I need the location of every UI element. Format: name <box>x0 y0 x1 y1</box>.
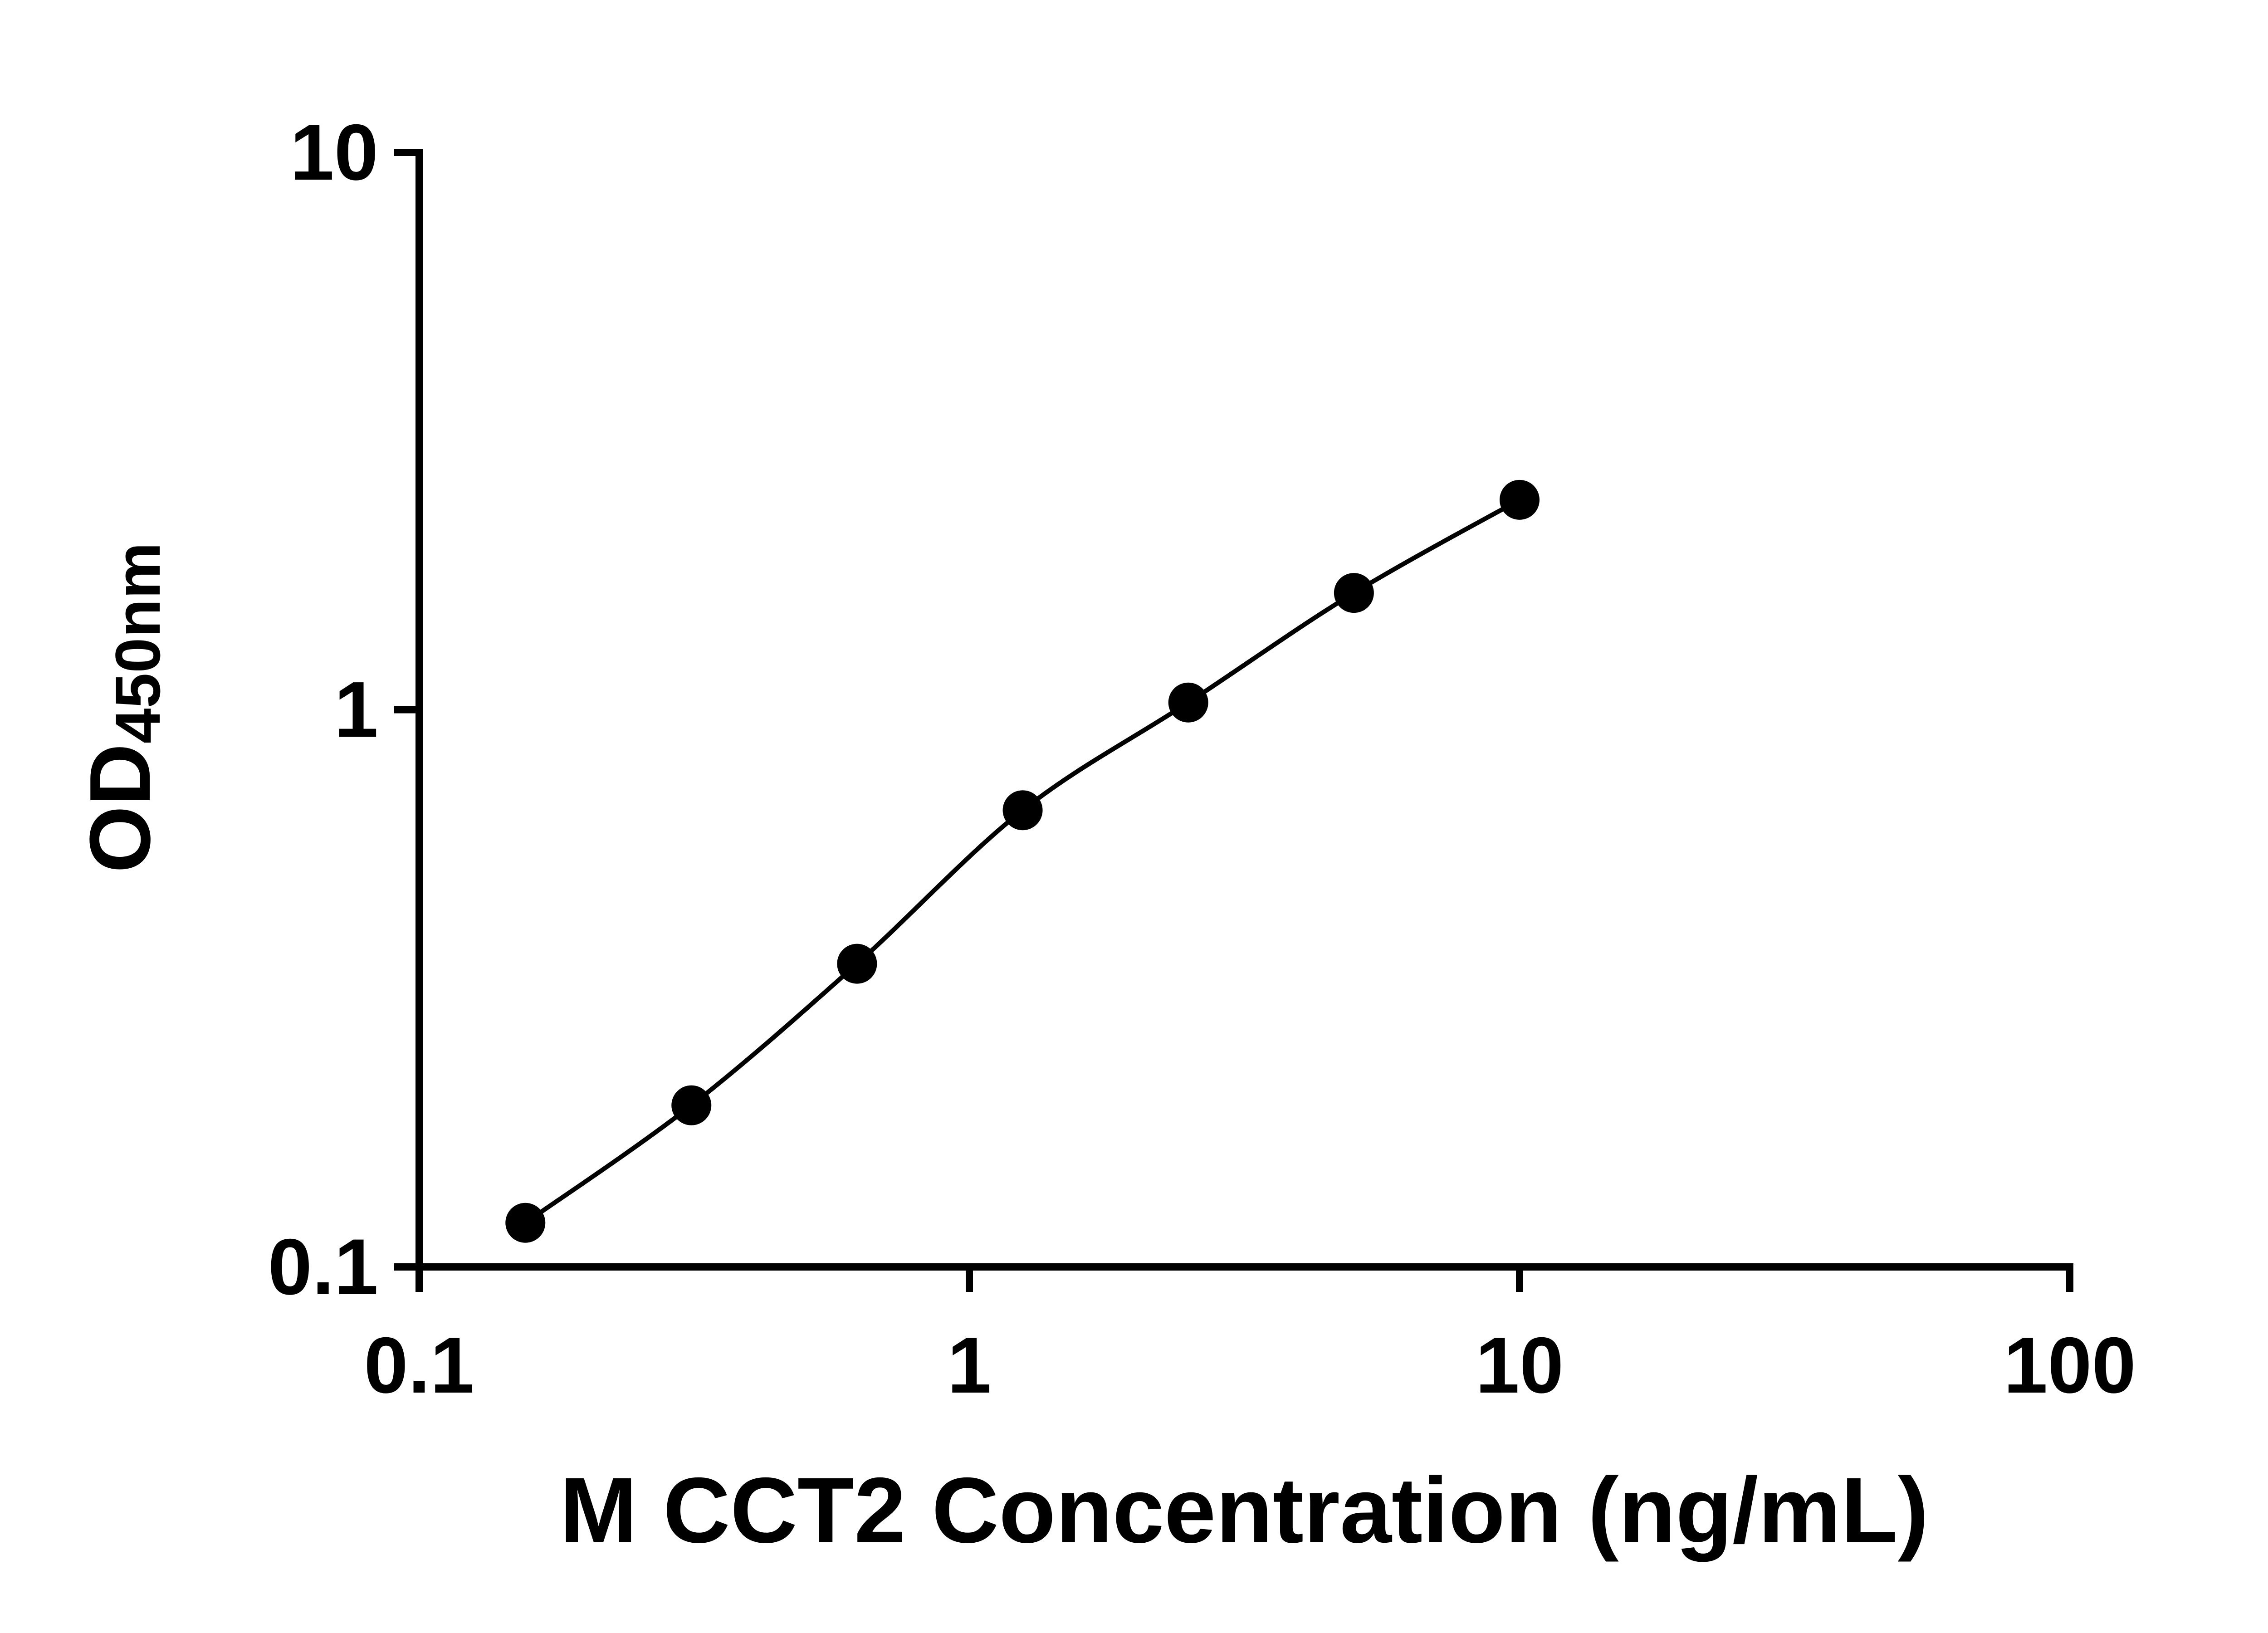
data-point-marker <box>1168 682 1208 723</box>
y-axis-tick-label: 10 <box>290 108 378 197</box>
x-axis-title: M CCT2 Concentration (ng/mL) <box>560 1458 1929 1562</box>
data-point-marker <box>1002 790 1043 831</box>
axes <box>415 149 2073 1271</box>
data-point-marker <box>837 944 877 984</box>
y-axis-label-main: OD <box>72 743 168 873</box>
data-point-marker <box>1334 573 1374 613</box>
y-axis-tick-label: 0.1 <box>268 1223 378 1311</box>
x-axis-tick-label: 1 <box>947 1321 991 1410</box>
data-point-marker <box>505 1203 546 1243</box>
x-axis-tick-label: 0.1 <box>364 1321 474 1410</box>
y-axis-tick-label: 1 <box>334 666 378 754</box>
x-axis-tick-label: 100 <box>2004 1321 2136 1410</box>
data-point-marker <box>671 1085 712 1125</box>
plot-area: 0.1 1 10 100 0.1 1 10 <box>268 108 2136 1410</box>
data-point-marker <box>1500 479 1540 520</box>
y-axis-label: OD450nm <box>72 543 173 873</box>
x-axis-tick-label: 10 <box>1476 1321 1564 1410</box>
y-axis-label-subscript: 450nm <box>102 543 173 744</box>
